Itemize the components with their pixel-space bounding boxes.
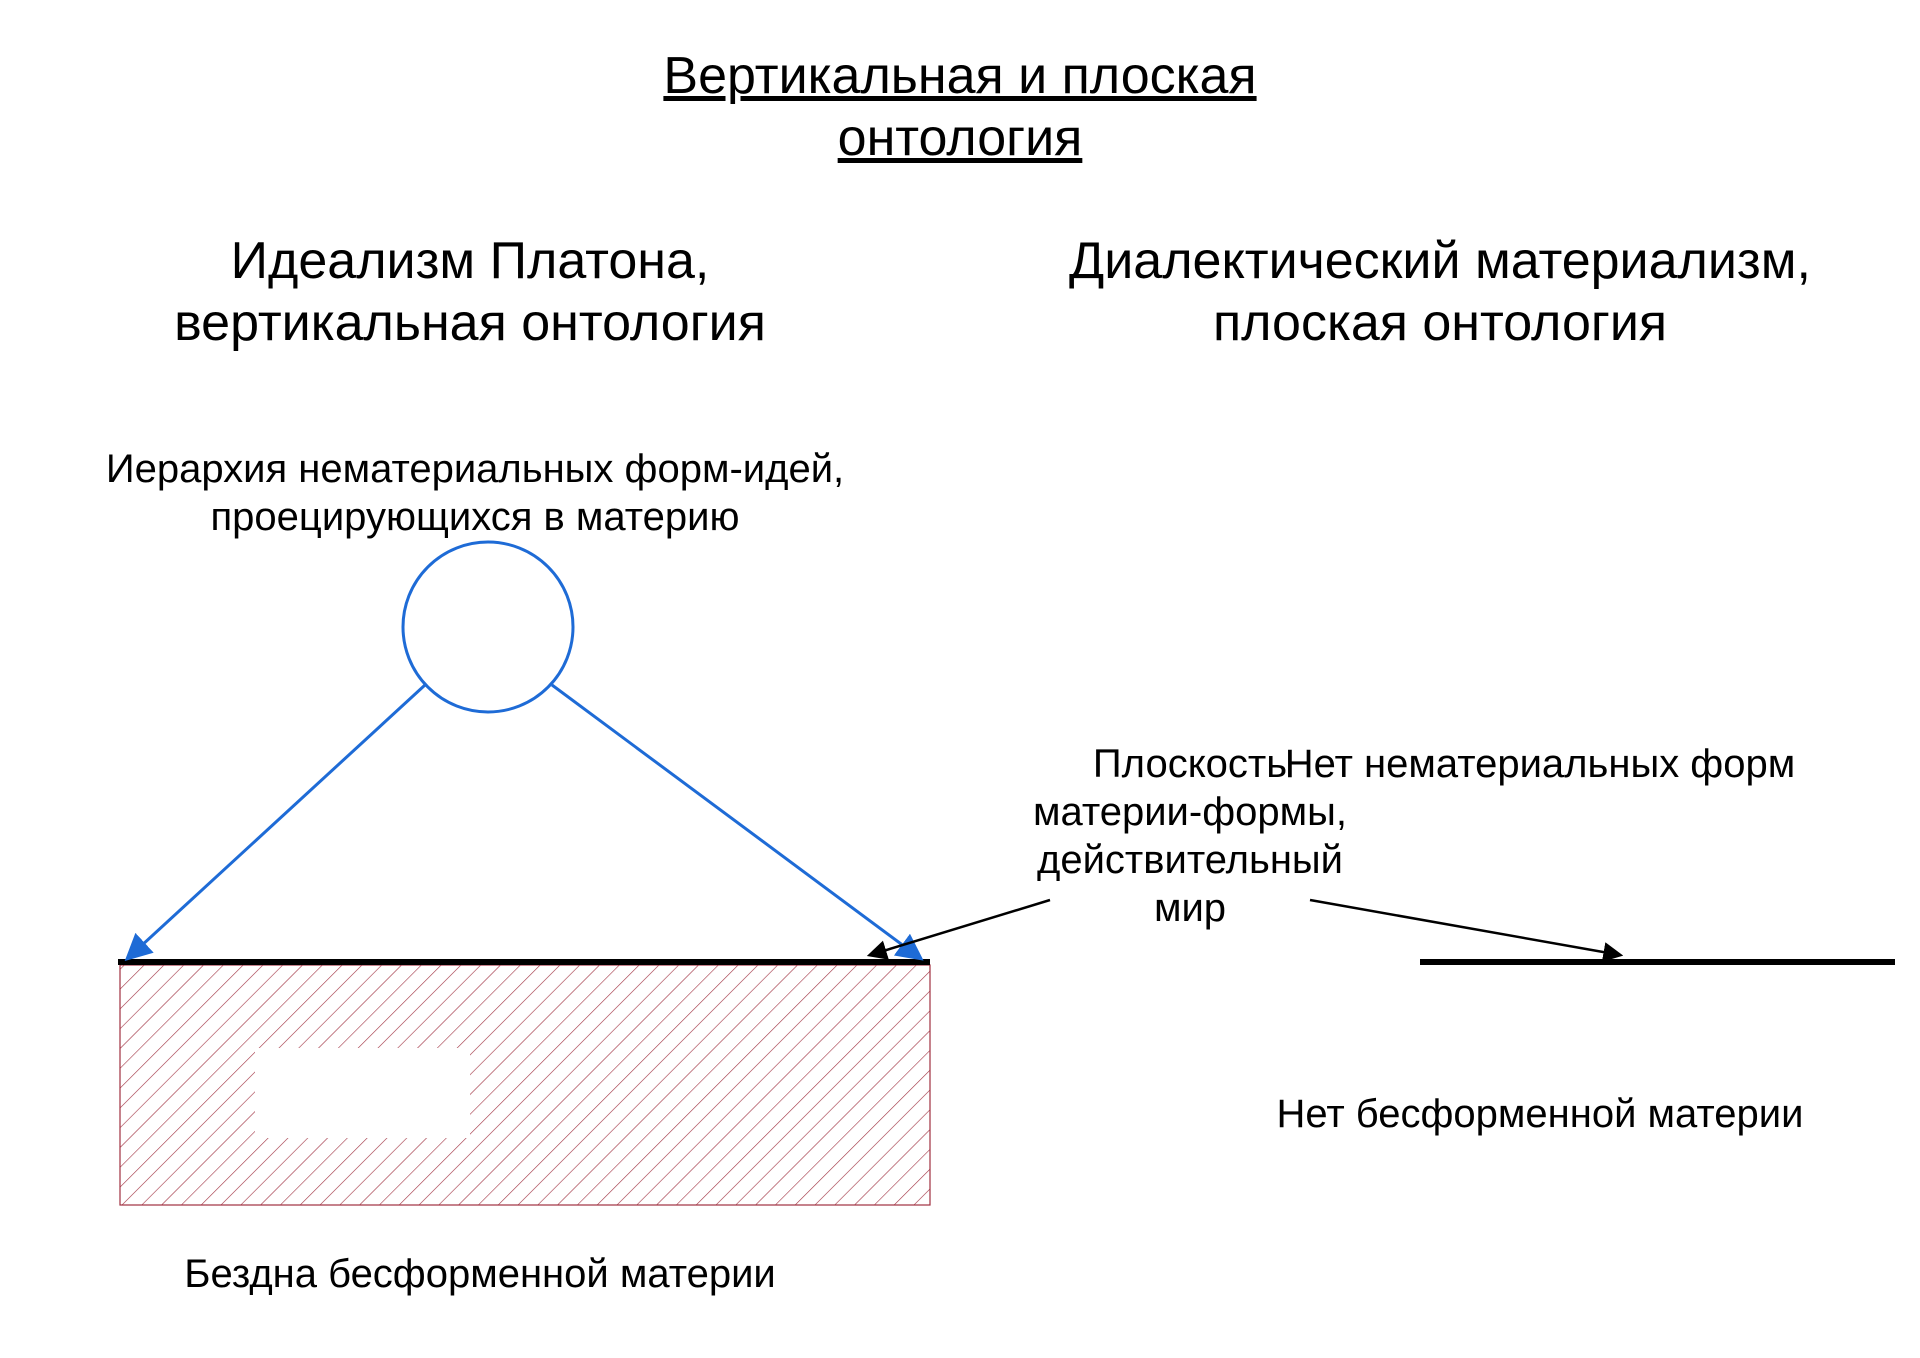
arrow-to-right-plane xyxy=(1310,900,1620,955)
triangle-left-side xyxy=(128,685,425,958)
triangle-right-side xyxy=(552,685,920,958)
to-hen-circle xyxy=(403,542,573,712)
diagram-svg xyxy=(0,0,1920,1358)
chora-label-bg xyxy=(255,1048,470,1138)
arrow-to-left-plane xyxy=(870,900,1050,955)
chora-box xyxy=(120,965,930,1205)
diagram-canvas: Вертикальная и плоская онтология Идеализ… xyxy=(0,0,1920,1358)
